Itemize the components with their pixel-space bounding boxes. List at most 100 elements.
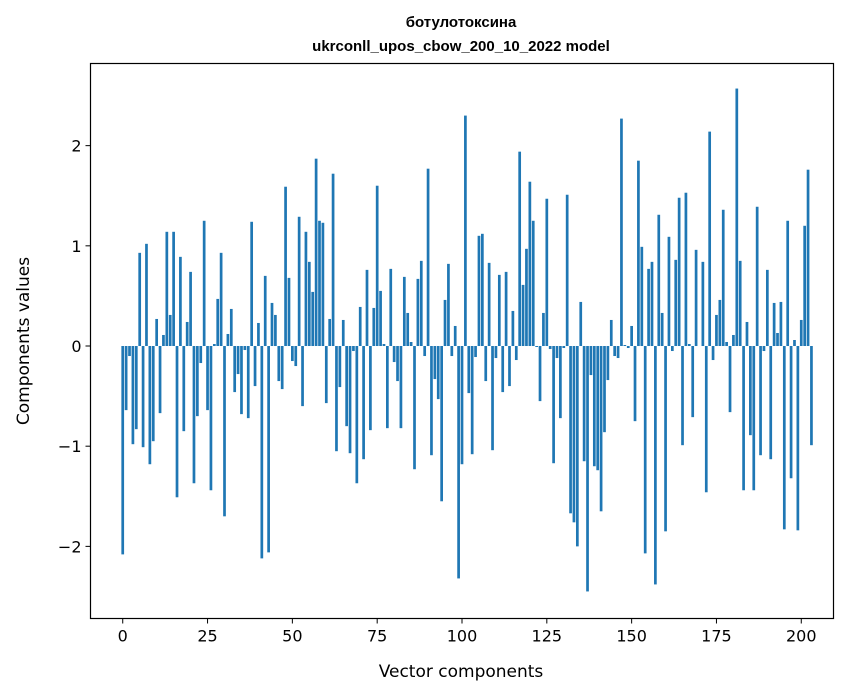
bar	[592, 346, 596, 467]
bar	[229, 308, 233, 347]
bar	[572, 346, 576, 523]
bar	[369, 346, 372, 431]
bar	[209, 346, 213, 491]
bar	[776, 332, 779, 347]
bar	[392, 346, 396, 363]
bar	[803, 225, 807, 347]
bar	[138, 252, 142, 347]
bar	[474, 346, 477, 358]
bar	[735, 88, 739, 347]
bar	[542, 312, 545, 347]
bar	[158, 346, 162, 414]
bar	[291, 346, 294, 362]
x-tick-label: 50	[282, 627, 302, 646]
bar	[196, 346, 199, 417]
y-tick-label: −2	[58, 537, 82, 556]
bar	[311, 291, 315, 347]
bar	[487, 262, 491, 347]
bar	[304, 231, 308, 347]
bar	[263, 275, 267, 347]
bar	[199, 346, 203, 364]
bar	[345, 346, 348, 427]
bar	[511, 310, 515, 347]
bar	[270, 302, 274, 347]
bar	[721, 209, 725, 347]
chart-title-line-2: ukrconll_upos_cbow_200_10_2022 model	[312, 38, 610, 55]
bar	[772, 302, 776, 347]
bar	[481, 233, 484, 347]
bar	[538, 346, 542, 402]
bar	[406, 312, 410, 347]
bar	[155, 318, 159, 347]
bar	[277, 346, 281, 382]
bar	[202, 220, 206, 347]
bar	[419, 260, 423, 347]
bar	[565, 194, 569, 347]
bar	[559, 346, 562, 419]
bar	[226, 333, 230, 347]
bar	[535, 346, 538, 348]
bar	[219, 252, 223, 347]
bar	[810, 346, 813, 446]
bar	[525, 248, 528, 347]
bar	[582, 346, 586, 462]
bar	[504, 271, 508, 347]
bar	[749, 346, 752, 436]
bar	[409, 342, 413, 347]
bar	[603, 346, 606, 433]
bar	[148, 346, 152, 465]
bar	[508, 346, 511, 387]
y-tick-label: 0	[71, 337, 81, 356]
bar	[477, 235, 481, 347]
bar	[555, 346, 559, 359]
bar	[674, 259, 678, 347]
x-axis-label: Vector components	[379, 662, 544, 682]
bar	[497, 274, 501, 347]
bar	[623, 345, 627, 347]
x-tick-label: 200	[786, 627, 817, 646]
bar	[799, 319, 803, 347]
bar	[521, 284, 525, 347]
bar	[250, 221, 254, 347]
bar	[297, 216, 301, 347]
bar	[372, 307, 376, 347]
bar	[335, 346, 338, 452]
bar	[338, 346, 342, 388]
bar	[287, 277, 291, 347]
bar	[765, 269, 769, 347]
x-tick-label: 75	[367, 627, 387, 646]
bar	[362, 346, 365, 460]
bar	[382, 344, 386, 347]
bar	[301, 346, 304, 407]
y-tick-label: −1	[58, 437, 82, 456]
bar	[569, 346, 572, 514]
x-tick-label: 0	[118, 627, 128, 646]
plot-frame	[89, 62, 835, 620]
bar	[185, 321, 189, 347]
bar	[294, 346, 298, 367]
bar	[216, 298, 220, 346]
bar	[460, 346, 464, 465]
bar	[433, 346, 437, 380]
x-axis-ticks: 0 25 50 75 100 125 150 175 200	[118, 618, 817, 646]
bar	[711, 346, 715, 361]
bar	[131, 346, 135, 445]
bar	[620, 118, 623, 347]
bar	[379, 290, 382, 347]
bar	[789, 346, 793, 479]
bar	[633, 346, 637, 422]
bar	[531, 220, 535, 347]
bar	[491, 346, 494, 451]
bar	[267, 346, 270, 553]
bar	[321, 222, 325, 347]
bar	[145, 243, 148, 346]
bar	[657, 214, 661, 347]
bar	[314, 158, 318, 347]
bar	[212, 344, 216, 347]
x-tick-label: 175	[701, 627, 732, 646]
bar	[562, 346, 566, 349]
bar	[223, 346, 226, 517]
bar	[274, 314, 277, 347]
bar	[643, 346, 647, 554]
bar	[280, 346, 284, 390]
